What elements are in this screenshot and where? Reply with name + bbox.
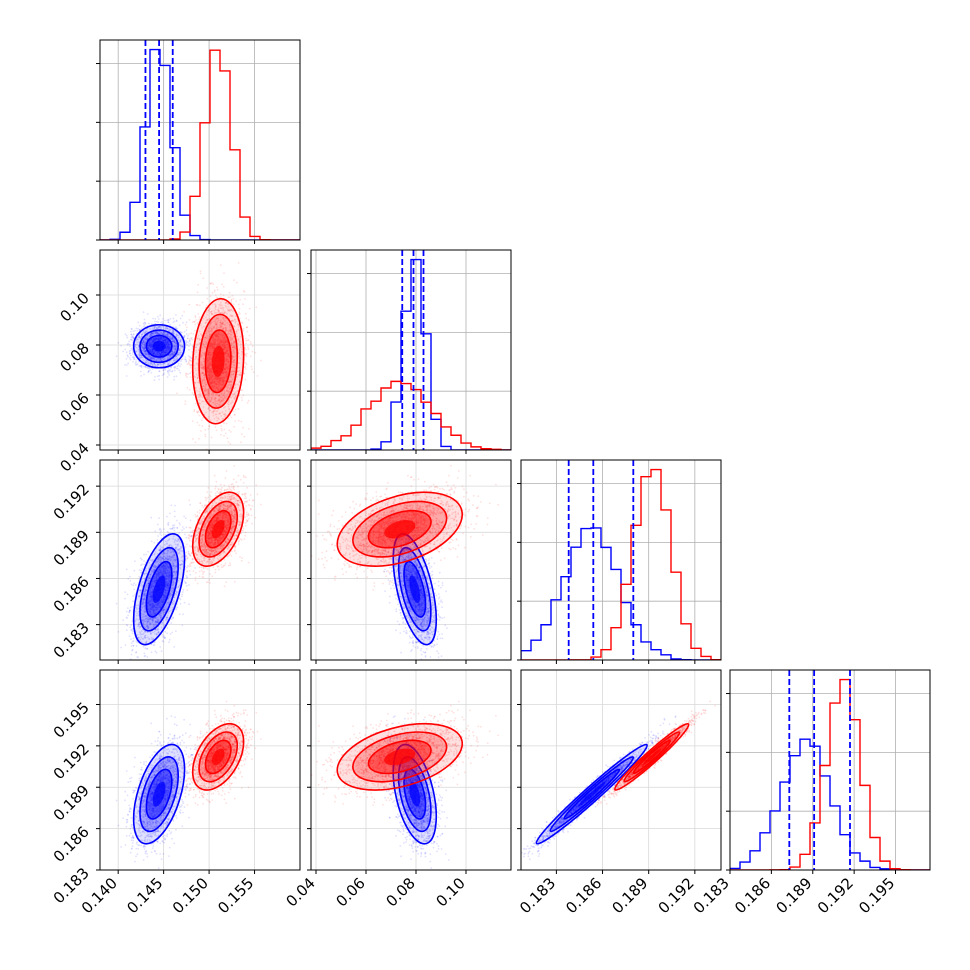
x-tick-label: 0.155 <box>214 874 257 917</box>
histogram-series-0 <box>100 48 300 240</box>
contour-series-0 <box>152 575 166 604</box>
panel-frame <box>99 39 301 241</box>
histogram-series-0 <box>311 258 511 450</box>
x-tick-label: 0.08 <box>382 874 418 910</box>
contour-series-0 <box>577 781 606 807</box>
x-tick-label: 0.189 <box>608 874 651 917</box>
contour-series-1 <box>211 748 225 766</box>
contour-series-1 <box>384 748 416 766</box>
y-tick-label: 0.192 <box>50 480 93 523</box>
y-tick-label: 0.186 <box>50 823 93 866</box>
contour-series-1 <box>211 345 225 377</box>
x-tick-label: 0.189 <box>772 874 815 917</box>
y-tick-label: 0.08 <box>56 339 92 375</box>
x-tick-label: 0.192 <box>655 874 698 917</box>
contour-series-0 <box>152 340 166 352</box>
panel-1-0: 0.04 0.06 0.08 0.10 <box>56 249 301 475</box>
y-tick-label: 0.10 <box>56 289 92 325</box>
x-tick-label: 0.150 <box>169 874 212 917</box>
panel-frame <box>729 669 931 871</box>
panel-0-0 <box>96 39 301 244</box>
panel-2-1 <box>307 459 512 664</box>
contour-series-1 <box>211 520 225 539</box>
y-tick-label: 0.192 <box>50 740 93 783</box>
y-tick-label: 0.04 <box>56 439 92 475</box>
panel-frame <box>310 459 512 661</box>
x-tick-label: 0.183 <box>516 874 559 917</box>
contour-series-1 <box>384 519 416 539</box>
y-tick-label: 0.06 <box>56 389 92 425</box>
x-tick-label: 0.04 <box>282 874 318 910</box>
panel-frame <box>310 249 512 451</box>
panel-frame <box>99 249 301 451</box>
panel-frame <box>99 459 301 661</box>
contour-series-1 <box>642 748 662 766</box>
x-tick-label: 0.192 <box>814 874 857 917</box>
x-tick-label: 0.10 <box>432 874 468 910</box>
y-tick-label: 0.195 <box>50 699 93 742</box>
panel-3-2: 0.183 0.186 0.189 0.192 <box>516 669 722 917</box>
panel-3-1: 0.04 0.06 0.08 0.10 <box>282 669 512 910</box>
panel-frame <box>99 669 301 871</box>
histogram-series-0 <box>521 527 721 660</box>
x-tick-label: 0.195 <box>855 874 898 917</box>
panel-frame <box>520 459 722 661</box>
y-tick-label: 0.183 <box>50 619 93 662</box>
x-tick-label: 0.186 <box>562 874 605 917</box>
x-tick-label: 0.186 <box>731 874 774 917</box>
x-tick-label: 0.06 <box>332 874 368 910</box>
y-tick-label: 0.189 <box>50 781 93 824</box>
panel-1-1 <box>307 249 512 454</box>
y-tick-label: 0.186 <box>50 573 93 616</box>
y-tick-label: 0.189 <box>50 526 93 569</box>
panel-2-2 <box>517 459 722 664</box>
x-tick-label: 0.145 <box>123 874 166 917</box>
histogram-series-0 <box>730 738 930 870</box>
contour-series-0 <box>409 575 421 604</box>
panel-3-0: 0.140 0.145 0.150 0.1550.1830.1860.1890.192… <box>50 669 301 917</box>
panel-frame <box>310 669 512 871</box>
contour-series-0 <box>409 781 421 807</box>
histogram-series-1 <box>521 468 721 660</box>
histogram-series-1 <box>311 380 511 450</box>
x-tick-label: 0.183 <box>690 874 733 917</box>
panel-frame <box>520 669 722 871</box>
